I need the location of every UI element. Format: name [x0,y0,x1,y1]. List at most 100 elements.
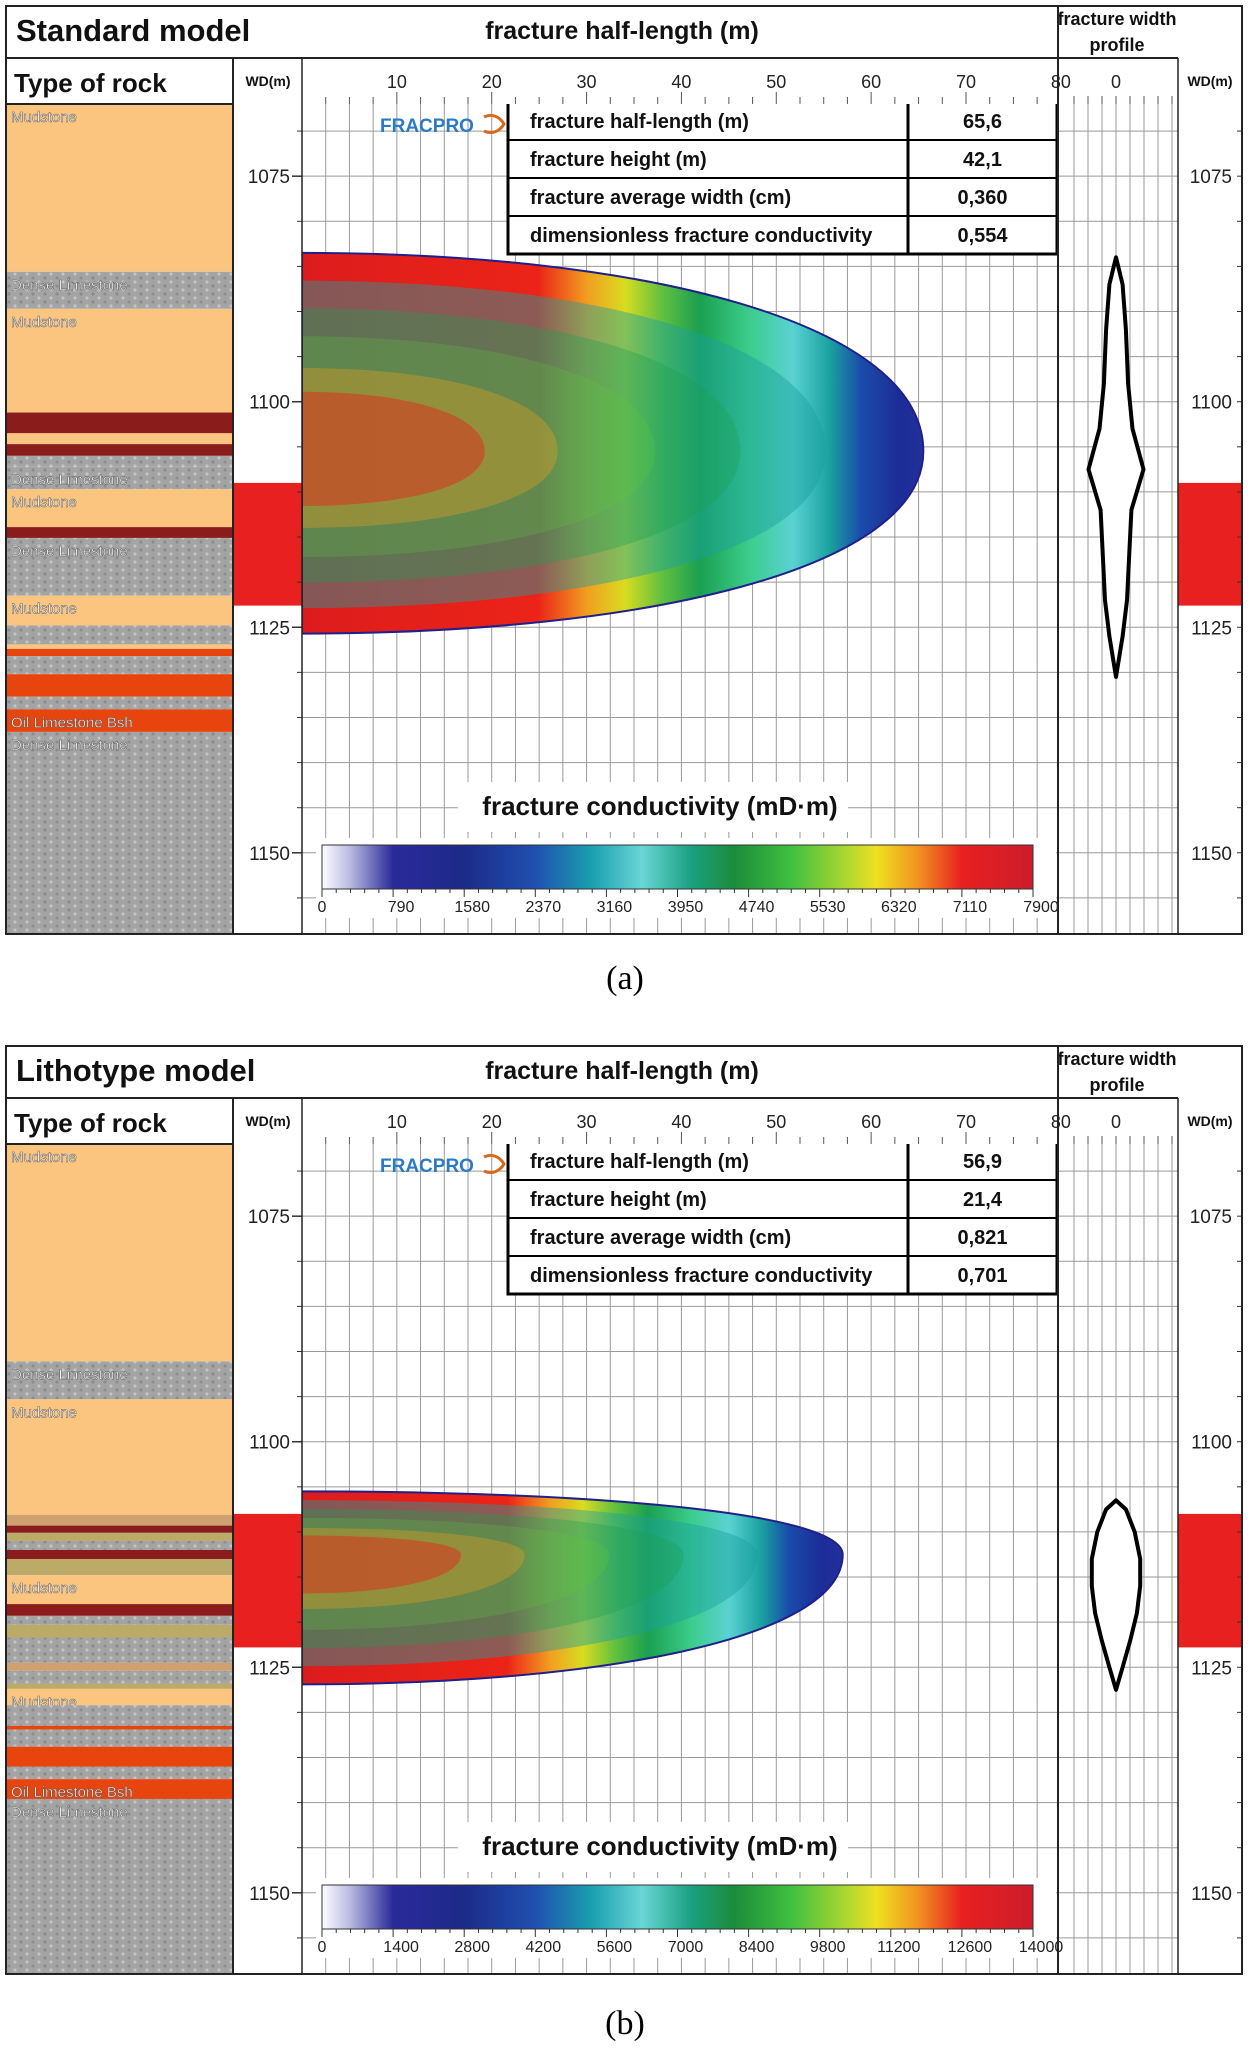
colorbar-tick-label: 0 [318,899,327,916]
header-band [6,6,1178,58]
model-title: Standard model [16,13,250,48]
summary-value: 0,821 [957,1227,1007,1249]
fracture-contour-band [302,280,826,609]
summary-label: fracture height (m) [530,149,707,171]
rock-layer [6,625,233,645]
summary-label: fracture half-length (m) [530,111,749,133]
summary-table: fracture half-length (m) 56,9 fracture hei… [506,1140,1059,1296]
x-tick-label: 80 [1051,1112,1071,1132]
fracture-width-profile [1089,1498,1143,1692]
summary-value: 0,554 [957,225,1008,247]
rock-layer [6,1514,233,1526]
fracpro-logo-swoosh [483,113,506,135]
rock-layer [6,104,233,272]
rock-layer [6,1624,233,1638]
rock-layer-label: Mudstone [11,1580,77,1597]
fracture-conductivity-fill [302,252,924,634]
profile-grid [1058,1144,1178,1974]
depth-tick-label-left: 1100 [249,393,290,414]
colorbar-tick-label: 5600 [597,1939,633,1956]
rock-header-cell [6,1098,233,1144]
depth-header-right: WD(m) [1187,73,1232,89]
rock-layer-label: Mudstone [11,1404,77,1421]
rock-layer [6,466,233,490]
x-tick-label: 20 [482,72,502,92]
rock-layer-label: Mudstone [11,314,77,331]
depth-header-right: WD(m) [1187,1113,1232,1129]
frame-lines [5,5,1243,935]
depth-tick-label-right: 1125 [1191,618,1232,639]
rock-layer-label: Mudstone [11,494,77,511]
rock-layer-label: Dense Limestone [11,277,128,294]
rock-layer [6,696,233,710]
colorbar-tick-label: 6320 [881,899,917,916]
summary-label: fracture average width (cm) [530,187,791,209]
rock-layer [6,1683,233,1689]
fracpro-logo-text: FRACPRO [380,116,474,137]
depth-tick-label-left: 1125 [249,1658,290,1679]
colorbar-tick-label: 14000 [1019,1939,1064,1956]
fracture-contour-band [302,1509,684,1649]
fracture-contour-band [302,1500,758,1667]
rock-layer [6,444,233,456]
rock-layer [6,1725,233,1730]
colorbar-ramp [321,844,1034,890]
fracture-contour-band [302,308,741,583]
fracture-conductivity-fill [302,1491,843,1685]
rock-layer [6,1637,233,1663]
summary-label: fracture height (m) [530,1189,707,1211]
x-tick-label: 30 [577,1112,597,1132]
x-tick-label: 10 [387,72,407,92]
colorbar-tick-label: 7900 [1023,899,1059,916]
fracture-contour-band [302,391,485,507]
colorbar-title-backdrop [458,1822,848,1872]
depth-tick-label-right: 1150 [1191,844,1232,865]
colorbar-tick-label: 12600 [948,1939,993,1956]
fracture-contour-band [302,367,558,528]
profile-title-line2: profile [1089,35,1144,55]
rock-layer-label: Mudstone [11,1149,77,1166]
colorbar-title-backdrop [458,782,848,832]
rock-layer [6,595,233,626]
x-tick-label: 40 [671,72,691,92]
rock-column: Mudstone Dense Limestone Mudstone Dense Lim… [6,104,233,934]
depth-tick-label-right: 1125 [1191,1658,1232,1679]
rock-layer [6,1779,233,1799]
summary-table: fracture half-length (m) 65,6 fracture hei… [506,100,1059,256]
depth-header-left: WD(m) [245,1113,290,1129]
profile-title-line1: fracture width [1057,9,1176,29]
colorbar-tick-label: 7000 [668,1939,704,1956]
colorbar-tick-label: 1580 [454,899,490,916]
rock-layer [6,648,233,657]
depth-tick-label-left: 1100 [249,1433,290,1454]
fracpro-logo-swoosh [483,1153,506,1175]
rock-layer [6,489,233,528]
rock-layer [6,308,233,413]
x-tick-band [302,58,1058,104]
summary-label: dimensionless fracture conductivity [530,1265,873,1287]
rock-layer [6,1662,233,1671]
frame-lines [5,1045,1243,1975]
summary-label: fracture half-length (m) [530,1151,749,1173]
fracpro-logo: FRACPRO [380,1153,506,1177]
header-band [6,1046,1178,1098]
x-tick-label: 70 [956,1112,976,1132]
profile-tick-label: 0 [1111,1112,1121,1132]
profile-tick-label: 0 [1111,72,1121,92]
caption-a: (a) [606,960,644,997]
fracpro-logo: FRACPRO [380,113,506,137]
rock-layer [6,1540,233,1550]
fracture-contour-band [302,1535,461,1594]
rock-layer [6,1361,233,1400]
rock-layer [6,1525,233,1533]
rock-layer [6,537,233,596]
x-tick-label: 50 [766,1112,786,1132]
rock-layer [6,271,233,309]
fracpro-logo-text: FRACPRO [380,1156,474,1177]
fracture-contour-band [302,1527,525,1610]
rock-layer [6,1575,233,1605]
colorbar-tick-label: 7110 [953,899,988,916]
rock-layer [6,1670,233,1684]
depth-tick-label-left: 1150 [249,1884,290,1905]
rock-layer-label: Dense Limestone [11,1366,128,1383]
